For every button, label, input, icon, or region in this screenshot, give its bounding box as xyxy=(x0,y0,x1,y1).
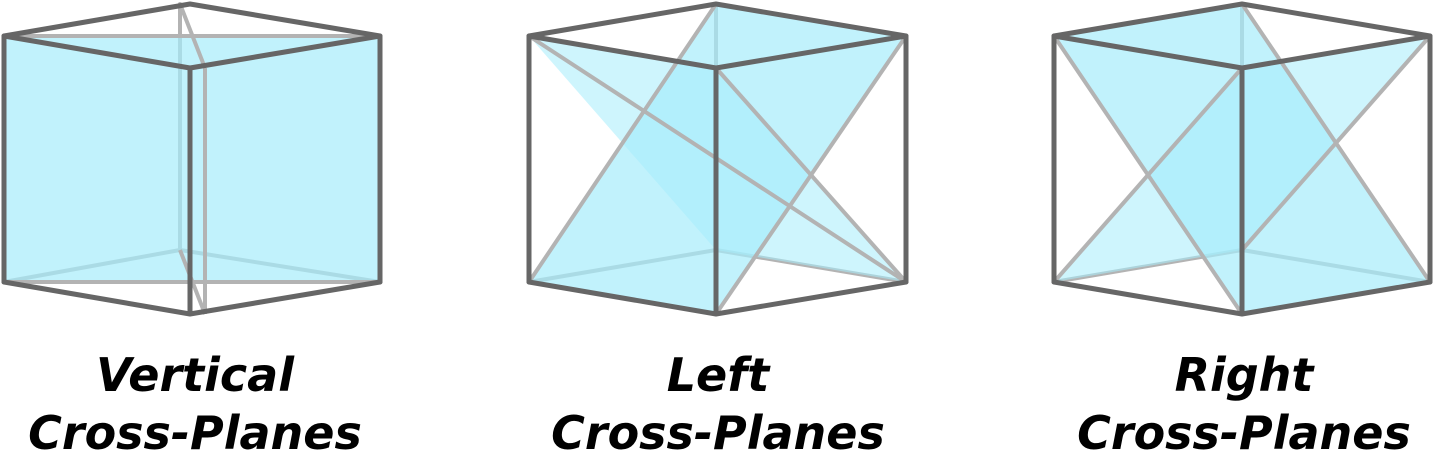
plane-edge xyxy=(527,2,718,284)
cube-left xyxy=(526,1,909,317)
plane-edge xyxy=(714,66,908,284)
caption-line-1: Right xyxy=(1174,348,1314,402)
caption-line-2: Cross-Planes xyxy=(551,406,885,460)
caption-line-1: Left xyxy=(666,348,770,402)
cube-vertical xyxy=(1,1,383,317)
caption-line-2: Cross-Planes xyxy=(1077,406,1411,460)
caption-line-2: Cross-Planes xyxy=(28,406,362,460)
caption-right: Right Cross-Planes xyxy=(1034,346,1434,462)
plane-edge xyxy=(1052,66,1244,284)
front-edge-bottom xyxy=(1,279,383,317)
plane-edge xyxy=(178,3,207,69)
caption-left: Left Cross-Planes xyxy=(508,346,928,462)
caption-vertical: Vertical Cross-Planes xyxy=(0,346,405,462)
cube-right xyxy=(1051,1,1433,317)
front-edge-bottom xyxy=(1051,279,1433,317)
caption-line-1: Vertical xyxy=(96,348,294,402)
plane-edge xyxy=(1240,34,1432,252)
front-edge-bottom xyxy=(526,279,909,317)
